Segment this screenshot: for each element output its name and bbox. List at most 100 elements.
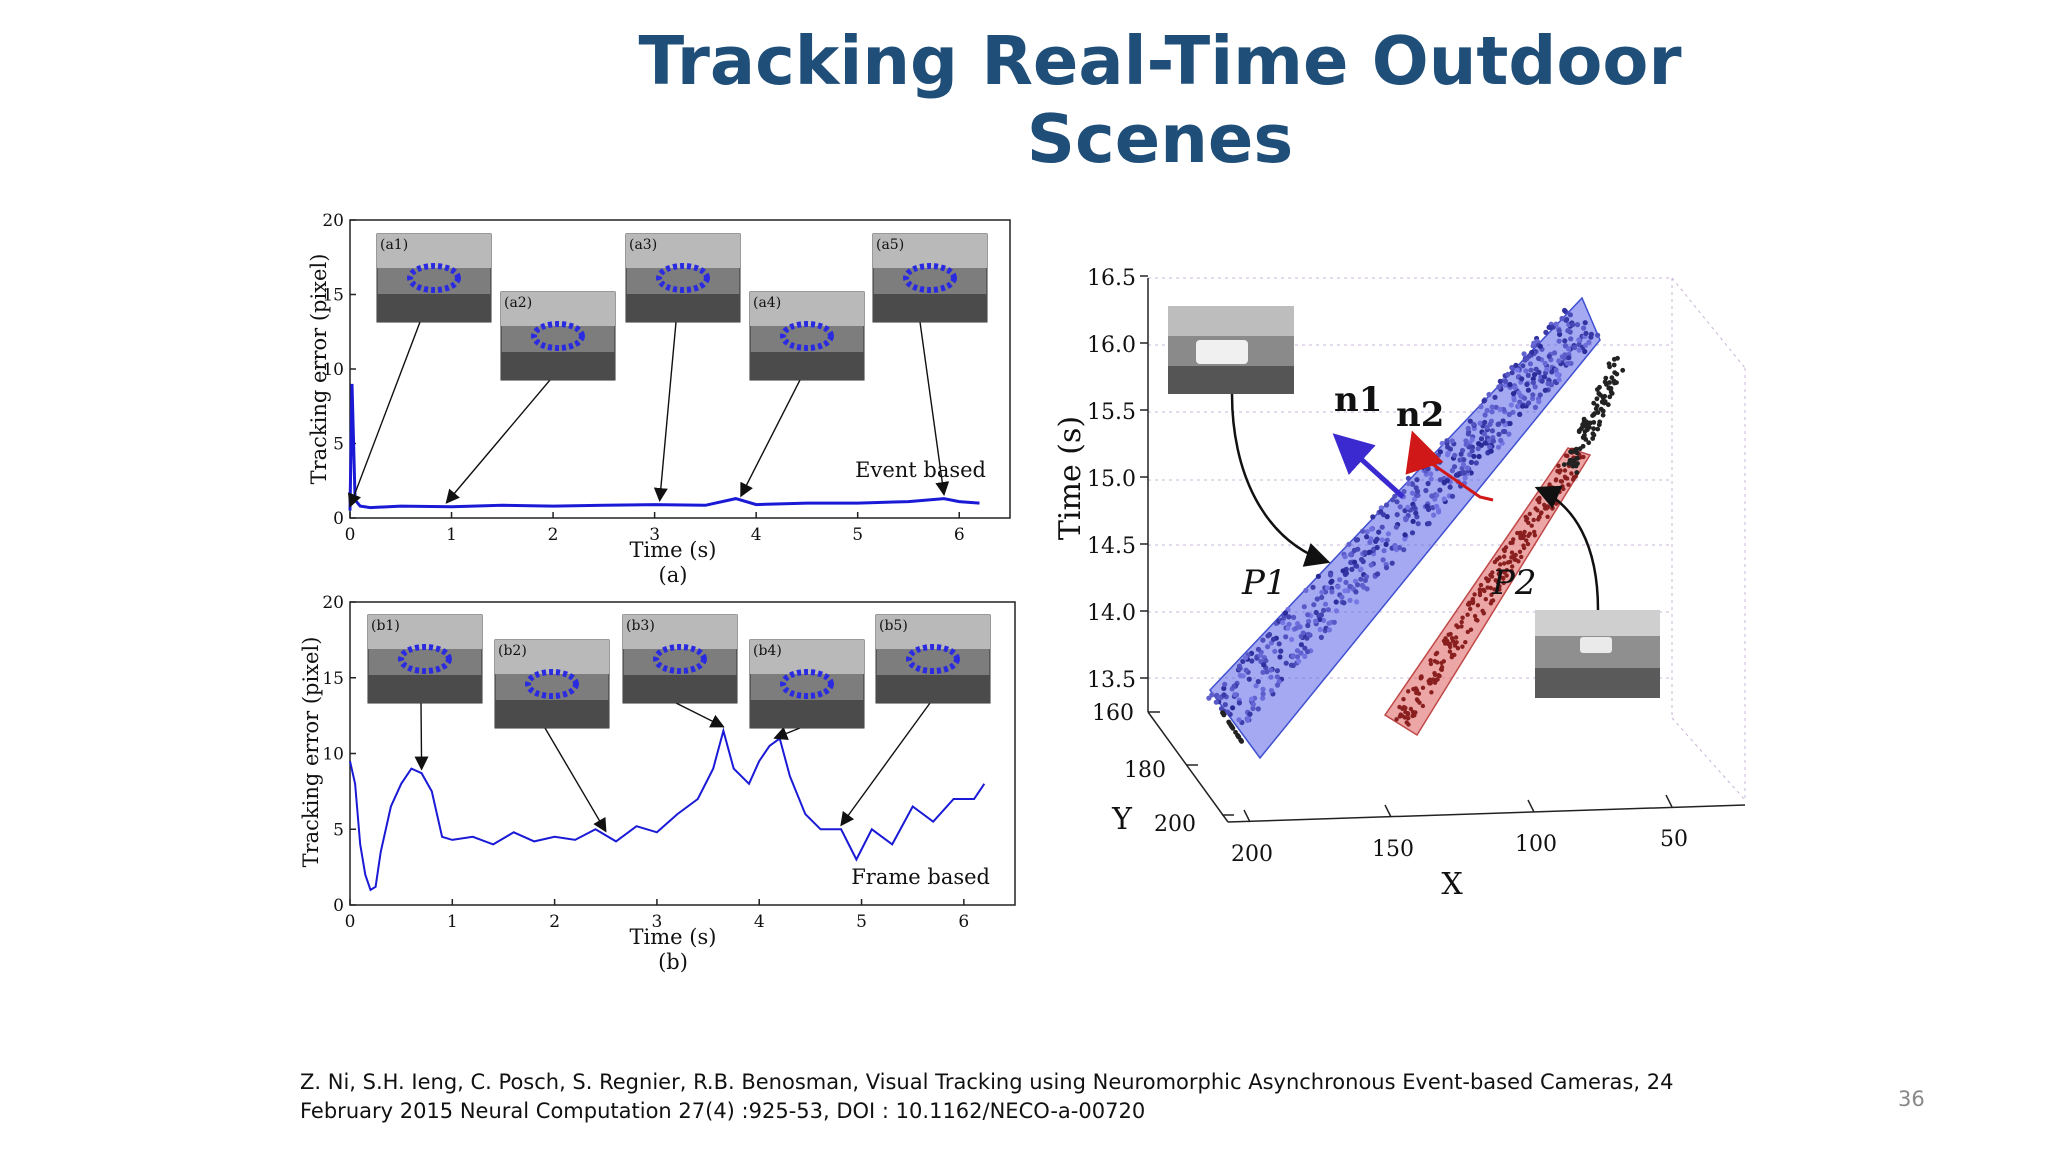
event-point-p1	[1376, 529, 1382, 535]
event-point-p2	[1468, 627, 1474, 632]
event-point-p1	[1410, 518, 1416, 525]
event-point-p1	[1525, 372, 1531, 378]
x3-tick-label: 50	[1660, 827, 1688, 852]
event-point-p1	[1370, 514, 1376, 520]
event-point-p1	[1546, 353, 1552, 359]
3d-inset-bottom	[1535, 610, 1660, 698]
event-point-p1	[1298, 642, 1304, 648]
event-point-p2	[1394, 717, 1399, 722]
event-point-p1	[1514, 367, 1520, 373]
event-point-p2	[1406, 722, 1411, 727]
event-point-p1	[1542, 360, 1548, 366]
inset-thumbnail: (b3)	[622, 614, 738, 704]
event-point-p1	[1482, 412, 1488, 418]
z-tick-label: 15.0	[1087, 467, 1136, 492]
event-point-p1	[1305, 612, 1311, 618]
event-point-p1	[1373, 538, 1379, 545]
chart-frame-based: 0 5 10 15 20 0 1 2 3 4 5 6 (b1) (b2) (b3) (b4) (b5) Tr…	[299, 593, 1016, 974]
inset-thumbnail: (a4)	[749, 291, 865, 381]
event-point-p1	[1523, 368, 1529, 374]
x-tick-label: 1	[446, 525, 457, 545]
event-point-p1	[1367, 539, 1373, 546]
event-point-p1	[1263, 658, 1269, 664]
event-point-p1	[1471, 453, 1477, 459]
3d-inset-top	[1168, 306, 1294, 394]
event-point-p1	[1374, 544, 1380, 551]
chart-a-series-line	[348, 383, 980, 511]
y3-tick-label: 160	[1092, 701, 1134, 726]
event-point-outlier	[1221, 712, 1227, 718]
event-point-p1	[1478, 436, 1485, 442]
event-point-p1	[1313, 609, 1319, 616]
event-point-outlier	[1605, 402, 1611, 408]
event-point-p2	[1532, 529, 1537, 535]
event-point-outlier	[1598, 406, 1604, 412]
event-point-p1	[1402, 536, 1408, 542]
event-point-outlier	[1238, 737, 1244, 743]
event-point-p2	[1550, 485, 1555, 490]
event-point-p1	[1257, 652, 1263, 658]
event-point-p1	[1339, 594, 1345, 600]
event-point-p1	[1561, 355, 1568, 361]
event-point-p1	[1298, 650, 1304, 656]
event-point-p1	[1366, 549, 1373, 555]
event-point-p1	[1288, 662, 1295, 668]
event-point-p1	[1245, 717, 1251, 723]
event-point-p1	[1291, 614, 1297, 621]
event-point-p1	[1306, 618, 1312, 625]
event-point-p1	[1434, 492, 1440, 498]
event-point-p1	[1482, 440, 1488, 446]
event-point-p1	[1424, 503, 1430, 509]
event-point-p2	[1504, 568, 1510, 573]
event-point-p1	[1489, 404, 1495, 410]
event-point-p1	[1473, 460, 1479, 466]
event-point-p2	[1454, 640, 1459, 645]
event-point-p1	[1539, 378, 1545, 384]
event-point-p1	[1274, 674, 1280, 680]
event-point-p1	[1354, 563, 1360, 569]
event-point-p1	[1319, 594, 1325, 601]
event-point-p1	[1403, 515, 1409, 521]
event-point-p2	[1545, 514, 1550, 519]
event-point-p2	[1509, 568, 1514, 574]
event-point-p1	[1489, 428, 1495, 434]
event-point-p1	[1460, 462, 1466, 468]
event-point-p1	[1542, 387, 1548, 393]
event-point-p2	[1489, 592, 1494, 597]
event-point-p1	[1536, 369, 1542, 375]
event-point-outlier	[1580, 443, 1586, 449]
event-point-p2	[1497, 555, 1502, 560]
normal-n2-label: n2	[1396, 395, 1444, 435]
event-point-p1	[1359, 582, 1365, 589]
event-point-p1	[1221, 692, 1227, 698]
x-tick-label: 0	[345, 525, 356, 545]
inset-label: (b4)	[753, 643, 782, 659]
event-point-p1	[1368, 562, 1374, 568]
event-point-p2	[1401, 697, 1406, 702]
event-point-outlier	[1595, 410, 1601, 415]
event-point-p1	[1495, 421, 1501, 427]
event-point-p1	[1439, 440, 1445, 446]
event-point-p2	[1562, 474, 1568, 479]
event-point-p1	[1495, 444, 1502, 450]
event-point-p2	[1566, 482, 1571, 487]
inset-arrow	[773, 726, 801, 740]
event-point-p1	[1581, 325, 1587, 331]
chart-a-xlabel: Time (s)	[630, 538, 717, 562]
event-point-p1	[1222, 681, 1228, 688]
x-tick-label: 0	[345, 912, 356, 932]
event-point-p2	[1482, 588, 1487, 594]
event-point-p1	[1311, 602, 1317, 608]
event-point-p1	[1595, 332, 1601, 338]
inset-label: (b1)	[371, 618, 400, 634]
event-point-p1	[1506, 411, 1512, 418]
event-point-outlier	[1602, 379, 1608, 385]
inset-label: (b2)	[498, 643, 527, 659]
event-point-p1	[1342, 554, 1348, 560]
event-point-p2	[1537, 514, 1542, 520]
event-point-p1	[1282, 610, 1289, 616]
event-point-p2	[1452, 652, 1457, 658]
event-point-outlier	[1596, 391, 1602, 396]
event-point-p1	[1325, 607, 1331, 613]
event-point-p2	[1463, 640, 1468, 645]
